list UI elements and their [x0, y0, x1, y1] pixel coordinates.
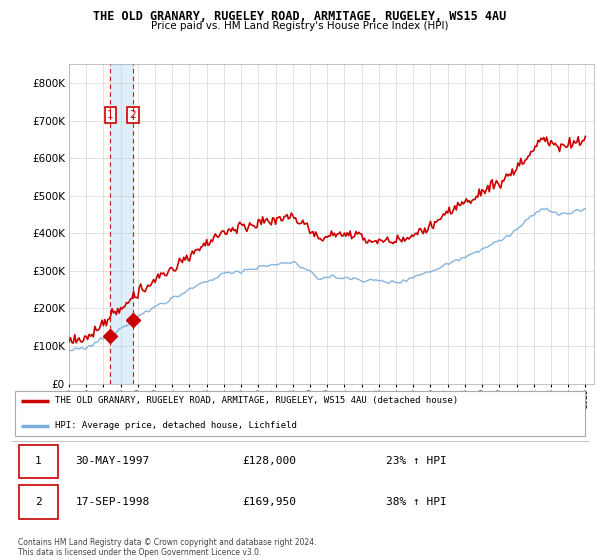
Text: 23% ↑ HPI: 23% ↑ HPI — [386, 456, 447, 466]
Bar — [110, 64, 133, 384]
Text: 1: 1 — [35, 456, 42, 466]
FancyBboxPatch shape — [19, 486, 58, 519]
Text: Price paid vs. HM Land Registry's House Price Index (HPI): Price paid vs. HM Land Registry's House … — [151, 21, 449, 31]
Text: 30-MAY-1997: 30-MAY-1997 — [76, 456, 149, 466]
Text: 17-SEP-1998: 17-SEP-1998 — [76, 497, 149, 507]
Text: Contains HM Land Registry data © Crown copyright and database right 2024.
This d: Contains HM Land Registry data © Crown c… — [18, 538, 317, 557]
Text: 38% ↑ HPI: 38% ↑ HPI — [386, 497, 447, 507]
Text: THE OLD GRANARY, RUGELEY ROAD, ARMITAGE, RUGELEY, WS15 4AU: THE OLD GRANARY, RUGELEY ROAD, ARMITAGE,… — [94, 10, 506, 23]
Text: £169,950: £169,950 — [242, 497, 296, 507]
FancyBboxPatch shape — [15, 391, 585, 436]
Text: 2: 2 — [130, 110, 136, 120]
Text: THE OLD GRANARY, RUGELEY ROAD, ARMITAGE, RUGELEY, WS15 4AU (detached house): THE OLD GRANARY, RUGELEY ROAD, ARMITAGE,… — [55, 396, 458, 405]
FancyBboxPatch shape — [19, 445, 58, 478]
Text: 1: 1 — [107, 110, 114, 120]
Text: £128,000: £128,000 — [242, 456, 296, 466]
Text: 2: 2 — [35, 497, 42, 507]
Text: HPI: Average price, detached house, Lichfield: HPI: Average price, detached house, Lich… — [55, 421, 297, 430]
